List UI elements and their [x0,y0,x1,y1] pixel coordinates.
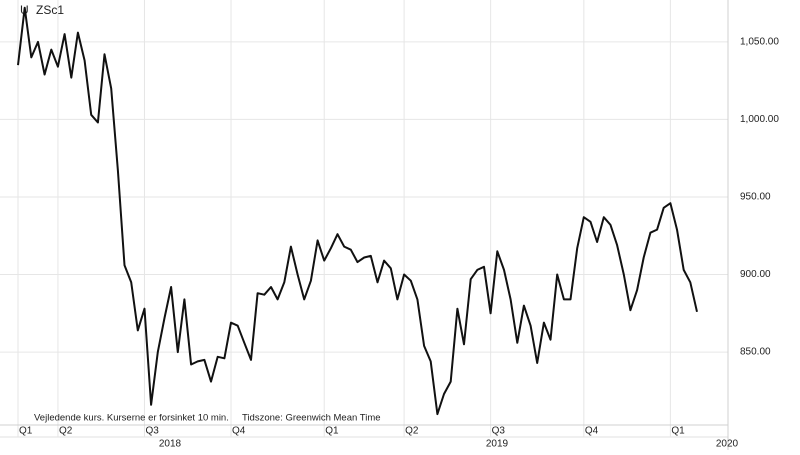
y-tick-label: 850.00 [740,347,771,358]
price-line [17,6,698,416]
x-tick-label: Q3 [492,426,506,437]
y-tick-label: 950.00 [740,192,771,203]
x-tick-label: Q2 [405,426,419,437]
year-label: 2018 [159,439,182,450]
x-tick-label: Q4 [232,426,246,437]
year-label: 2019 [486,439,509,450]
x-tick-label: Q1 [19,426,33,437]
y-tick-label: 1,000.00 [740,114,779,125]
delay-note: Vejledende kurs. Kurserne er forsinket 1… [34,413,229,424]
y-tick-label: 900.00 [740,269,771,280]
x-tick-label: Q1 [325,426,339,437]
y-tick-label: 1,050.00 [740,37,779,48]
x-tick-label: Q2 [59,426,73,437]
x-tick-label: Q4 [585,426,599,437]
year-label: 2020 [716,439,739,450]
x-tick-label: Q1 [671,426,685,437]
chart-subtitle: ZSc1 [36,3,64,17]
x-tick-label: Q3 [145,426,159,437]
timezone-note: Tidszone: Greenwich Mean Time [242,413,381,424]
